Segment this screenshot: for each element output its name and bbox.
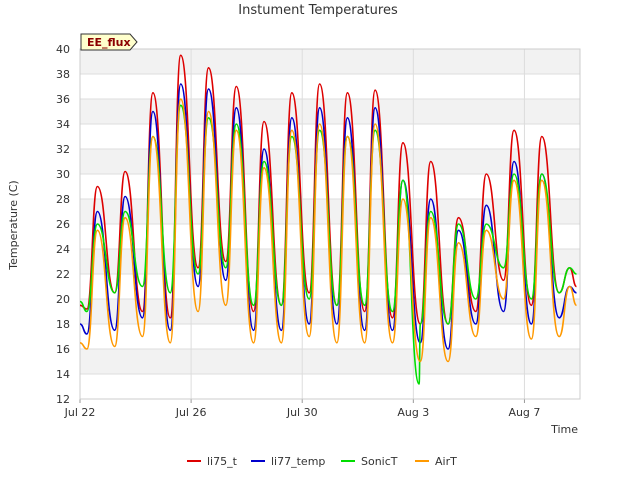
y-tick-label: 28 xyxy=(56,193,70,206)
y-tick-label: 38 xyxy=(56,68,70,81)
y-tick-label: 22 xyxy=(56,268,70,281)
y-tick-label: 14 xyxy=(56,368,70,381)
y-tick-label: 26 xyxy=(56,218,70,231)
y-tick-label: 12 xyxy=(56,393,70,406)
x-tick-label: Jul 30 xyxy=(286,406,318,419)
plot-frame xyxy=(79,48,581,400)
badge-label: EE_flux xyxy=(87,36,131,49)
y-tick-label: 24 xyxy=(56,243,70,256)
flux-badge: EE_flux xyxy=(80,33,138,51)
legend-label: li75_t xyxy=(207,455,238,468)
legend-label: SonicT xyxy=(361,455,398,468)
x-tick-label: Aug 7 xyxy=(508,406,540,419)
plot-band xyxy=(80,149,580,174)
plot-band xyxy=(80,299,580,324)
badge-shape xyxy=(80,33,138,51)
y-tick-label: 32 xyxy=(56,143,70,156)
series-line-AirT xyxy=(79,98,577,363)
y-axis-ticks: 12 14 16 18 20 22 24 26 28 30 32 34 36 38 40 xyxy=(56,43,70,406)
legend: li75_t li77_temp SonicT AirT xyxy=(187,455,457,468)
y-tick-label: 18 xyxy=(56,318,70,331)
x-tick-label: Jul 26 xyxy=(175,406,207,419)
legend-label: AirT xyxy=(435,455,457,468)
series-line-li75_t xyxy=(79,54,577,325)
x-tick-label: Jul 22 xyxy=(64,406,96,419)
x-tick-label: Aug 3 xyxy=(397,406,429,419)
y-tick-label: 30 xyxy=(56,168,70,181)
plot-band xyxy=(80,49,580,74)
plot-bands xyxy=(80,49,580,374)
x-axis-ticks: Jul 22 Jul 26 Jul 30 Aug 3 Aug 7 xyxy=(64,406,541,419)
plot-band xyxy=(80,349,580,374)
y-tick-label: 36 xyxy=(56,93,70,106)
legend-label: li77_temp xyxy=(271,455,325,468)
y-tick-label: 20 xyxy=(56,293,70,306)
x-axis-label: Time xyxy=(550,423,578,436)
y-axis-label: Temperature (C) xyxy=(7,180,20,270)
plot-band xyxy=(80,99,580,124)
chart-title: Instument Temperatures xyxy=(238,3,398,18)
y-tick-label: 40 xyxy=(56,43,70,56)
y-tick-label: 34 xyxy=(56,118,70,131)
series-layer xyxy=(79,54,577,385)
y-tick-label: 16 xyxy=(56,343,70,356)
